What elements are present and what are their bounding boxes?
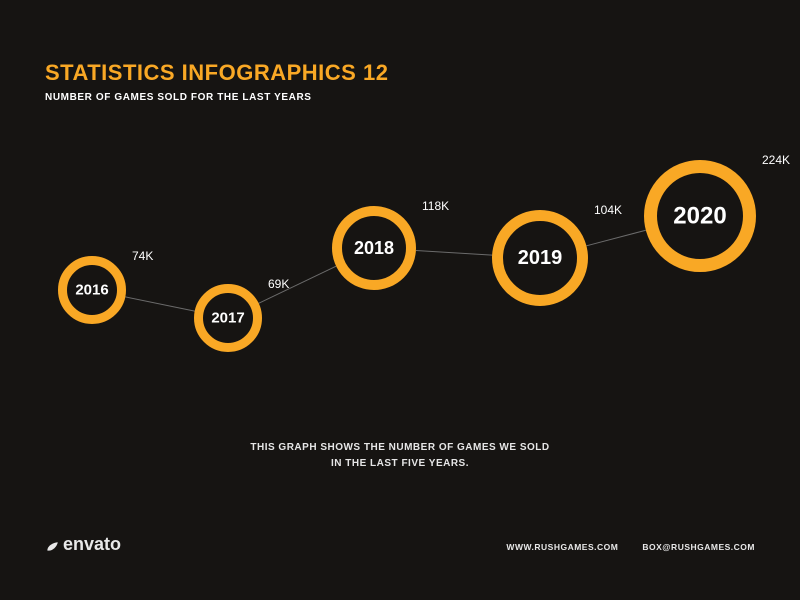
footer-logo: envato (45, 534, 121, 555)
data-point-2019: 2019 104K (498, 203, 623, 301)
caption-line-2: IN THE LAST FIVE YEARS. (331, 458, 469, 469)
value-label: 104K (594, 203, 622, 217)
bubble-line-chart: 2016 74K 2017 69K 2018 118K 2019 104K 2020 224K (0, 140, 800, 400)
value-label: 74K (132, 249, 153, 263)
connector-line (416, 251, 492, 256)
value-label: 224K (762, 153, 790, 167)
year-label: 2016 (75, 282, 108, 299)
footer-email: BOX@RUSHGAMES.COM (642, 542, 755, 552)
leaf-icon (45, 538, 59, 552)
data-point-2018: 2018 118K (337, 199, 449, 285)
data-point-2020: 2020 224K (651, 153, 791, 266)
page-subtitle: NUMBER OF GAMES SOLD FOR THE LAST YEARS (45, 92, 312, 103)
page-title: STATISTICS INFOGRAPHICS 12 (45, 60, 388, 86)
footer-website: WWW.RUSHGAMES.COM (506, 542, 618, 552)
data-point-2017: 2017 69K (199, 277, 290, 348)
connector-line (125, 297, 194, 311)
data-point-2016: 2016 74K (63, 249, 154, 320)
connector-line (586, 230, 645, 246)
footer-logo-text: envato (63, 534, 121, 555)
chart-caption: THIS GRAPH SHOWS THE NUMBER OF GAMES WE … (0, 440, 800, 472)
year-label: 2018 (354, 238, 394, 258)
year-label: 2017 (211, 310, 244, 327)
year-label: 2020 (673, 203, 726, 230)
value-label: 69K (268, 277, 289, 291)
footer-right: WWW.RUSHGAMES.COM BOX@RUSHGAMES.COM (506, 542, 755, 552)
value-label: 118K (422, 199, 449, 213)
caption-line-1: THIS GRAPH SHOWS THE NUMBER OF GAMES WE … (250, 442, 549, 453)
year-label: 2019 (518, 247, 563, 269)
